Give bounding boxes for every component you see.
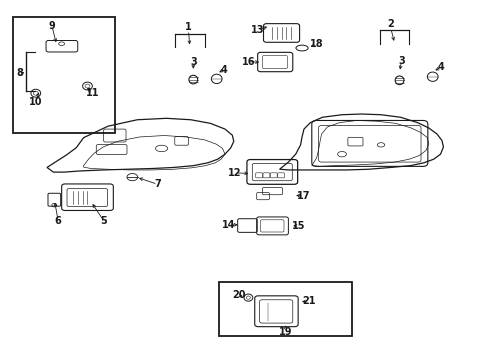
Text: 19: 19	[278, 327, 292, 337]
Bar	[13, 17, 115, 134]
Text: 12: 12	[227, 168, 241, 178]
Text: 14: 14	[222, 220, 235, 230]
Text: 13: 13	[251, 25, 264, 35]
Text: 11: 11	[85, 88, 99, 98]
Text: 6: 6	[55, 216, 61, 226]
Text: 18: 18	[309, 40, 323, 49]
Text: 8: 8	[17, 68, 23, 78]
Text: 5: 5	[101, 216, 107, 226]
Text: 3: 3	[189, 57, 196, 67]
Text: 10: 10	[29, 97, 42, 107]
Text: 9: 9	[48, 21, 55, 31]
Bar	[219, 282, 351, 336]
Text: 16: 16	[241, 57, 255, 67]
Text: 2: 2	[386, 19, 393, 30]
Text: 15: 15	[292, 221, 305, 231]
Text: 4: 4	[220, 64, 227, 75]
Text: 4: 4	[437, 62, 444, 72]
Text: 1: 1	[184, 22, 191, 32]
Text: 17: 17	[297, 191, 310, 201]
Text: 21: 21	[302, 296, 315, 306]
Text: 7: 7	[154, 179, 161, 189]
Text: 3: 3	[397, 56, 404, 66]
Text: 20: 20	[231, 291, 245, 301]
